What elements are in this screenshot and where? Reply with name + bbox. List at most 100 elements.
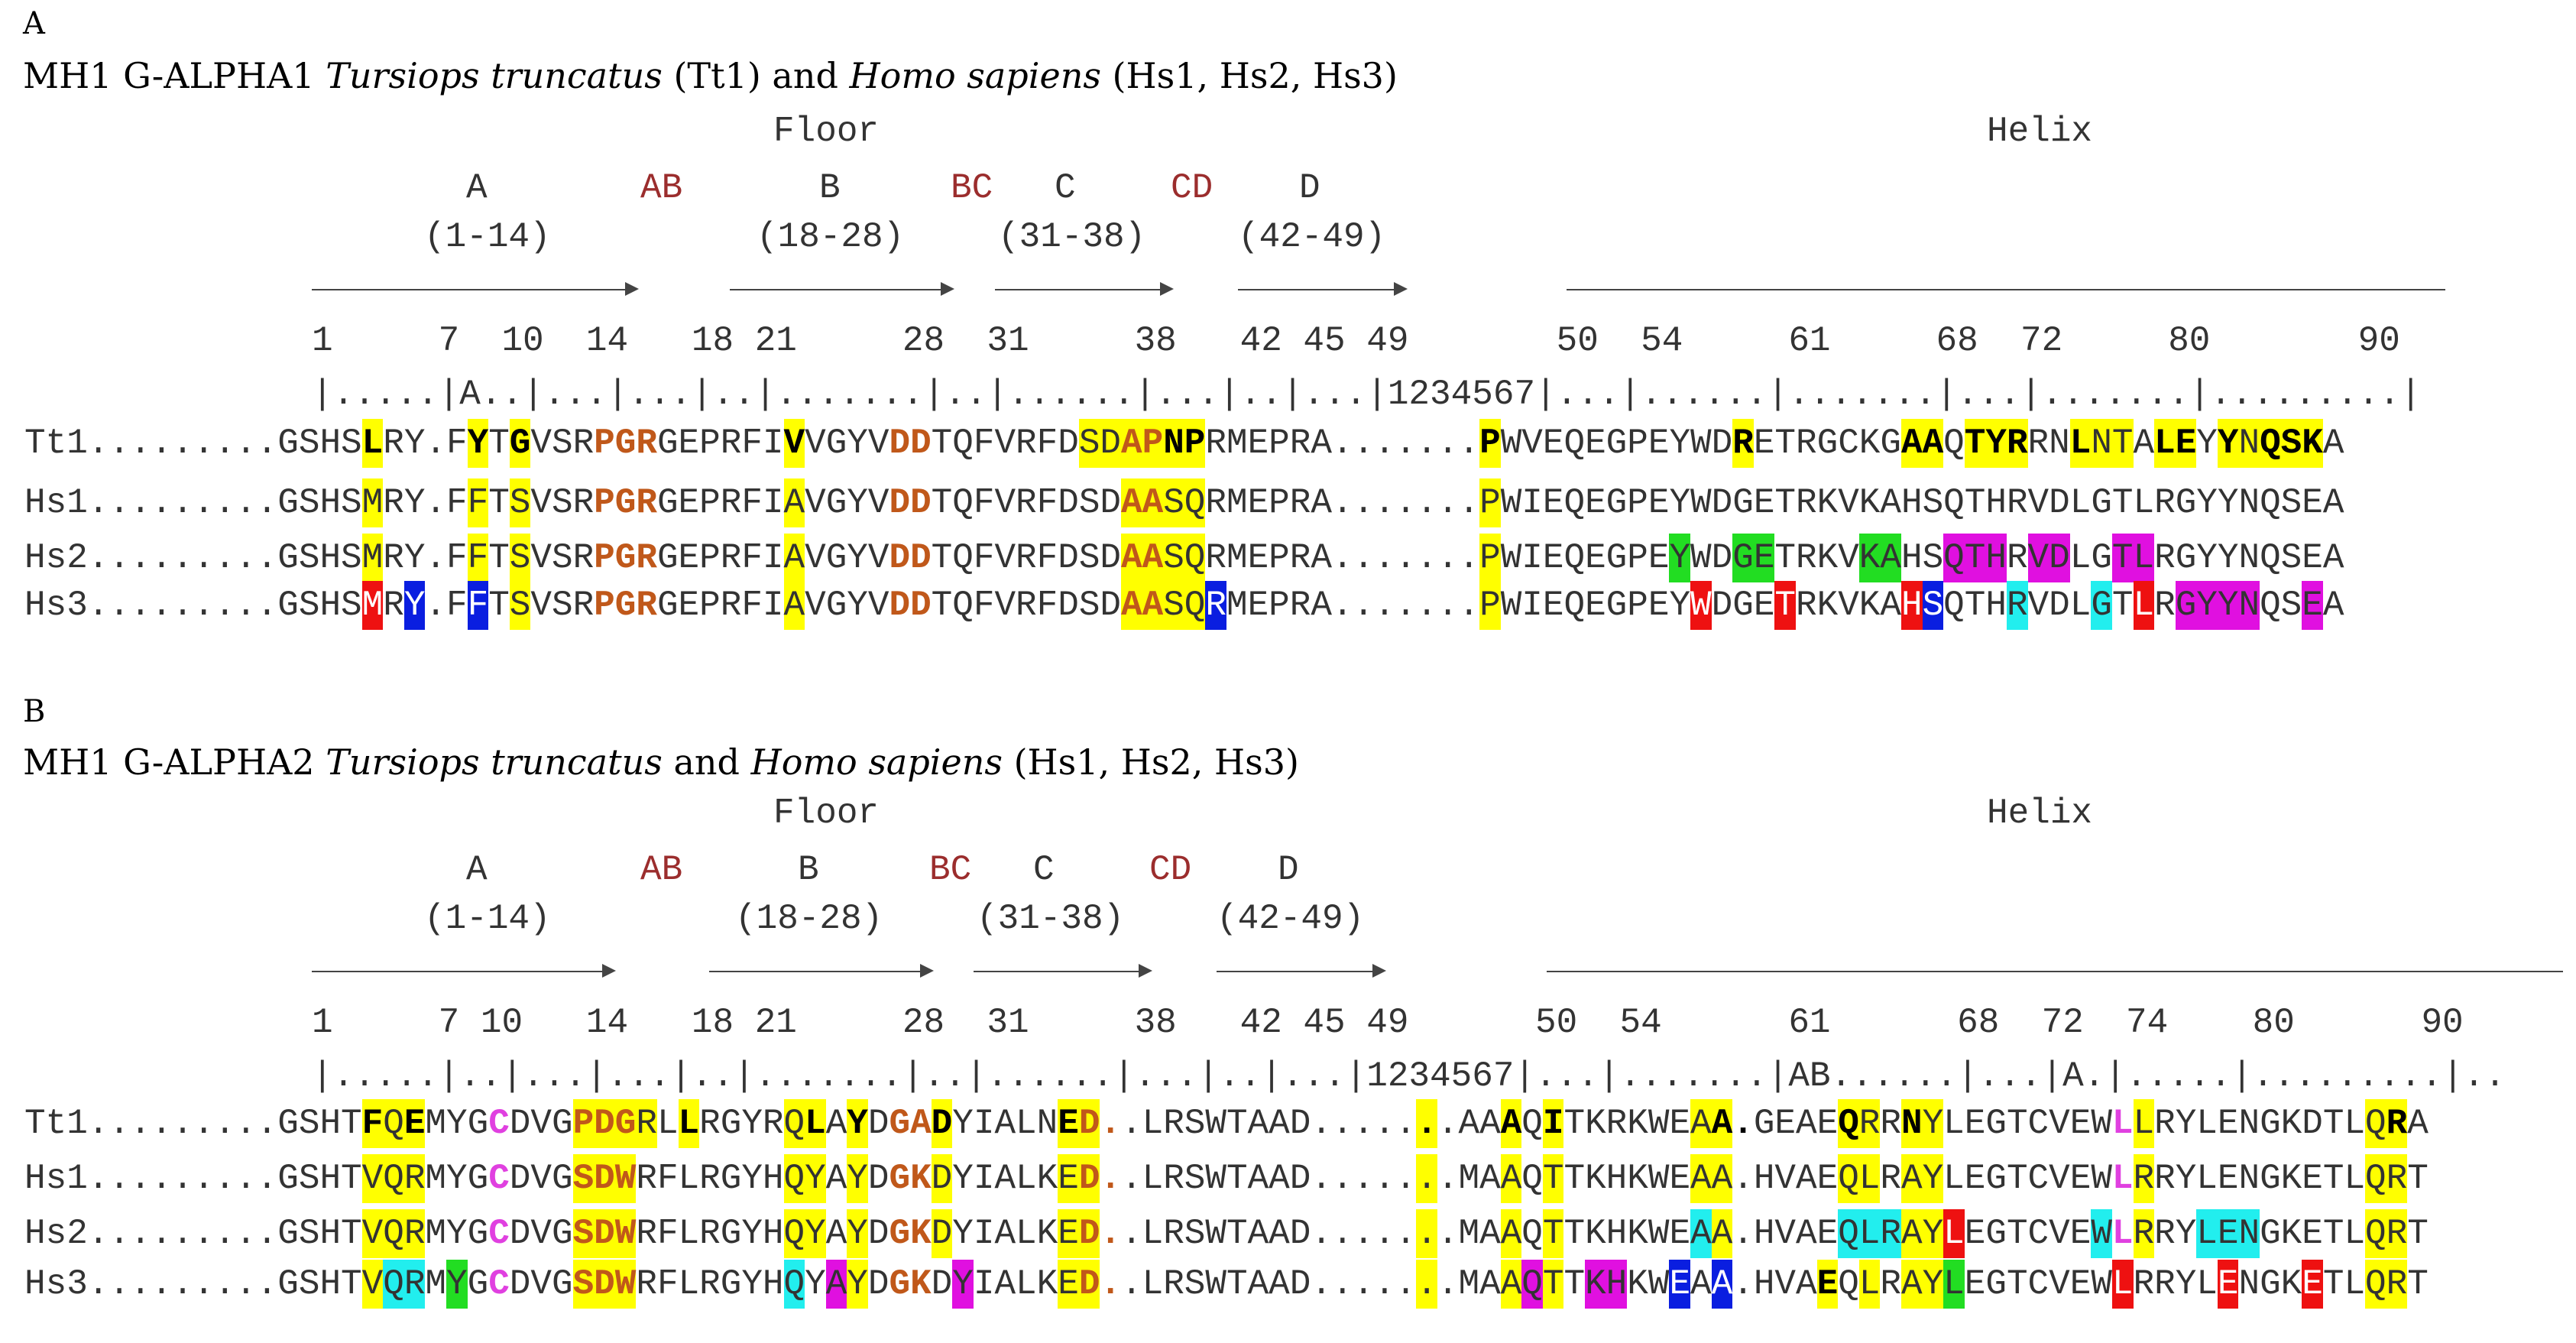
residue: Q [1943, 423, 1965, 463]
residue: V [994, 483, 1016, 523]
residue: A [1711, 1209, 1732, 1258]
residue: S [298, 423, 320, 463]
residue: T [488, 538, 510, 578]
residue: E [1964, 1104, 1986, 1143]
residue: R [572, 586, 595, 625]
residue: R [636, 1159, 657, 1199]
residue: Q [2260, 483, 2281, 523]
residue: Q [783, 1154, 805, 1203]
residue: R [636, 483, 657, 523]
residue: R [720, 423, 742, 463]
residue: P [1479, 478, 1501, 527]
residue: Q [1943, 534, 1965, 582]
residue: . [1458, 483, 1480, 523]
residue: M [425, 1214, 447, 1254]
residue: K [2302, 419, 2323, 468]
residue: R [699, 1214, 721, 1254]
residue: L [1142, 1214, 1164, 1254]
residue: Y [446, 1214, 468, 1254]
residue: E [1753, 586, 1775, 625]
residue: . [1353, 1159, 1375, 1199]
residue: . [1121, 1264, 1142, 1304]
residue: G [277, 1214, 299, 1254]
strand-a-label: A [466, 168, 488, 208]
residue: G [825, 538, 847, 578]
residue: R [2133, 1264, 2155, 1304]
helix-label: Helix [1987, 793, 2093, 833]
residue: A [1479, 1214, 1501, 1254]
position-ruler: |.....|..|...|...|..|.......|..|......|.… [312, 1056, 2506, 1096]
residue: . [425, 538, 447, 578]
residue: S [551, 586, 573, 625]
residue: E [403, 1099, 425, 1148]
residue: R [403, 1260, 425, 1309]
residue: H [319, 1104, 342, 1143]
residue: . [1416, 586, 1437, 625]
residue: E [2302, 1214, 2323, 1254]
residue: G [2260, 1159, 2281, 1199]
residue: V [867, 586, 889, 625]
residue: L [2111, 1260, 2134, 1309]
residue: Y [741, 1214, 763, 1254]
panel-letter: B [23, 694, 46, 729]
residue: T [1563, 1159, 1586, 1199]
residue: . [1353, 538, 1375, 578]
residue: S [298, 538, 320, 578]
residue: T [2407, 1159, 2429, 1199]
residue: Q [383, 1260, 404, 1309]
residue: S [1184, 1159, 1206, 1199]
residue: Y [1922, 1154, 1943, 1203]
residue: F [973, 483, 995, 523]
residue: G [1753, 1104, 1775, 1143]
residue: F [741, 483, 763, 523]
residue: R [1732, 419, 1754, 468]
residue: Y [1669, 534, 1690, 582]
residue: R [2027, 423, 2049, 463]
residue: W [1205, 1159, 1226, 1199]
residue: E [1816, 1104, 1839, 1143]
residue: . [1331, 1104, 1353, 1143]
residue: E [678, 423, 700, 463]
residue: K [1816, 483, 1839, 523]
residue: . [1331, 1264, 1353, 1304]
residue: G [277, 423, 299, 463]
residue: P [1479, 534, 1501, 582]
residue: Q [2365, 1260, 2386, 1309]
residue: M [1226, 586, 1248, 625]
residue: G [1985, 1159, 2007, 1199]
residue: . [1395, 1159, 1417, 1199]
residue: R [383, 538, 404, 578]
residue: A [1269, 1214, 1290, 1254]
residue: G [720, 1159, 742, 1199]
residue: Y [2217, 538, 2239, 578]
residue: Y [847, 1209, 868, 1258]
residue: S [572, 1260, 594, 1309]
residue: D [1100, 483, 1122, 523]
residue: R [2154, 1214, 2176, 1254]
residue: R [2006, 419, 2028, 468]
residue: F [741, 423, 763, 463]
residue: L [2069, 483, 2092, 523]
residue: R [572, 538, 595, 578]
residue: P [594, 586, 615, 625]
residue: V [2027, 534, 2049, 582]
residue: W [1690, 483, 1712, 523]
residue: T [1964, 419, 1985, 468]
residue: W [2091, 1209, 2112, 1258]
residue: E [1058, 1099, 1079, 1148]
residue: L [1858, 1154, 1880, 1203]
residue: D [910, 483, 932, 523]
residue: R [383, 483, 404, 523]
sequence-row: Hs3.........GSHSMRY.FFTSVSRPGRGEPRFIAVGY… [24, 581, 2344, 630]
residue: A [1247, 1264, 1269, 1304]
residue: L [678, 1099, 699, 1148]
residue: G [2175, 538, 2197, 578]
residue: . [1311, 1264, 1332, 1304]
residue: V [2027, 586, 2049, 625]
residue: F [1036, 538, 1058, 578]
residue: R [720, 586, 742, 625]
residue: R [2386, 1209, 2407, 1258]
residue: . [1374, 1104, 1395, 1143]
residue: D [1289, 1159, 1311, 1199]
residue: A [1311, 423, 1332, 463]
